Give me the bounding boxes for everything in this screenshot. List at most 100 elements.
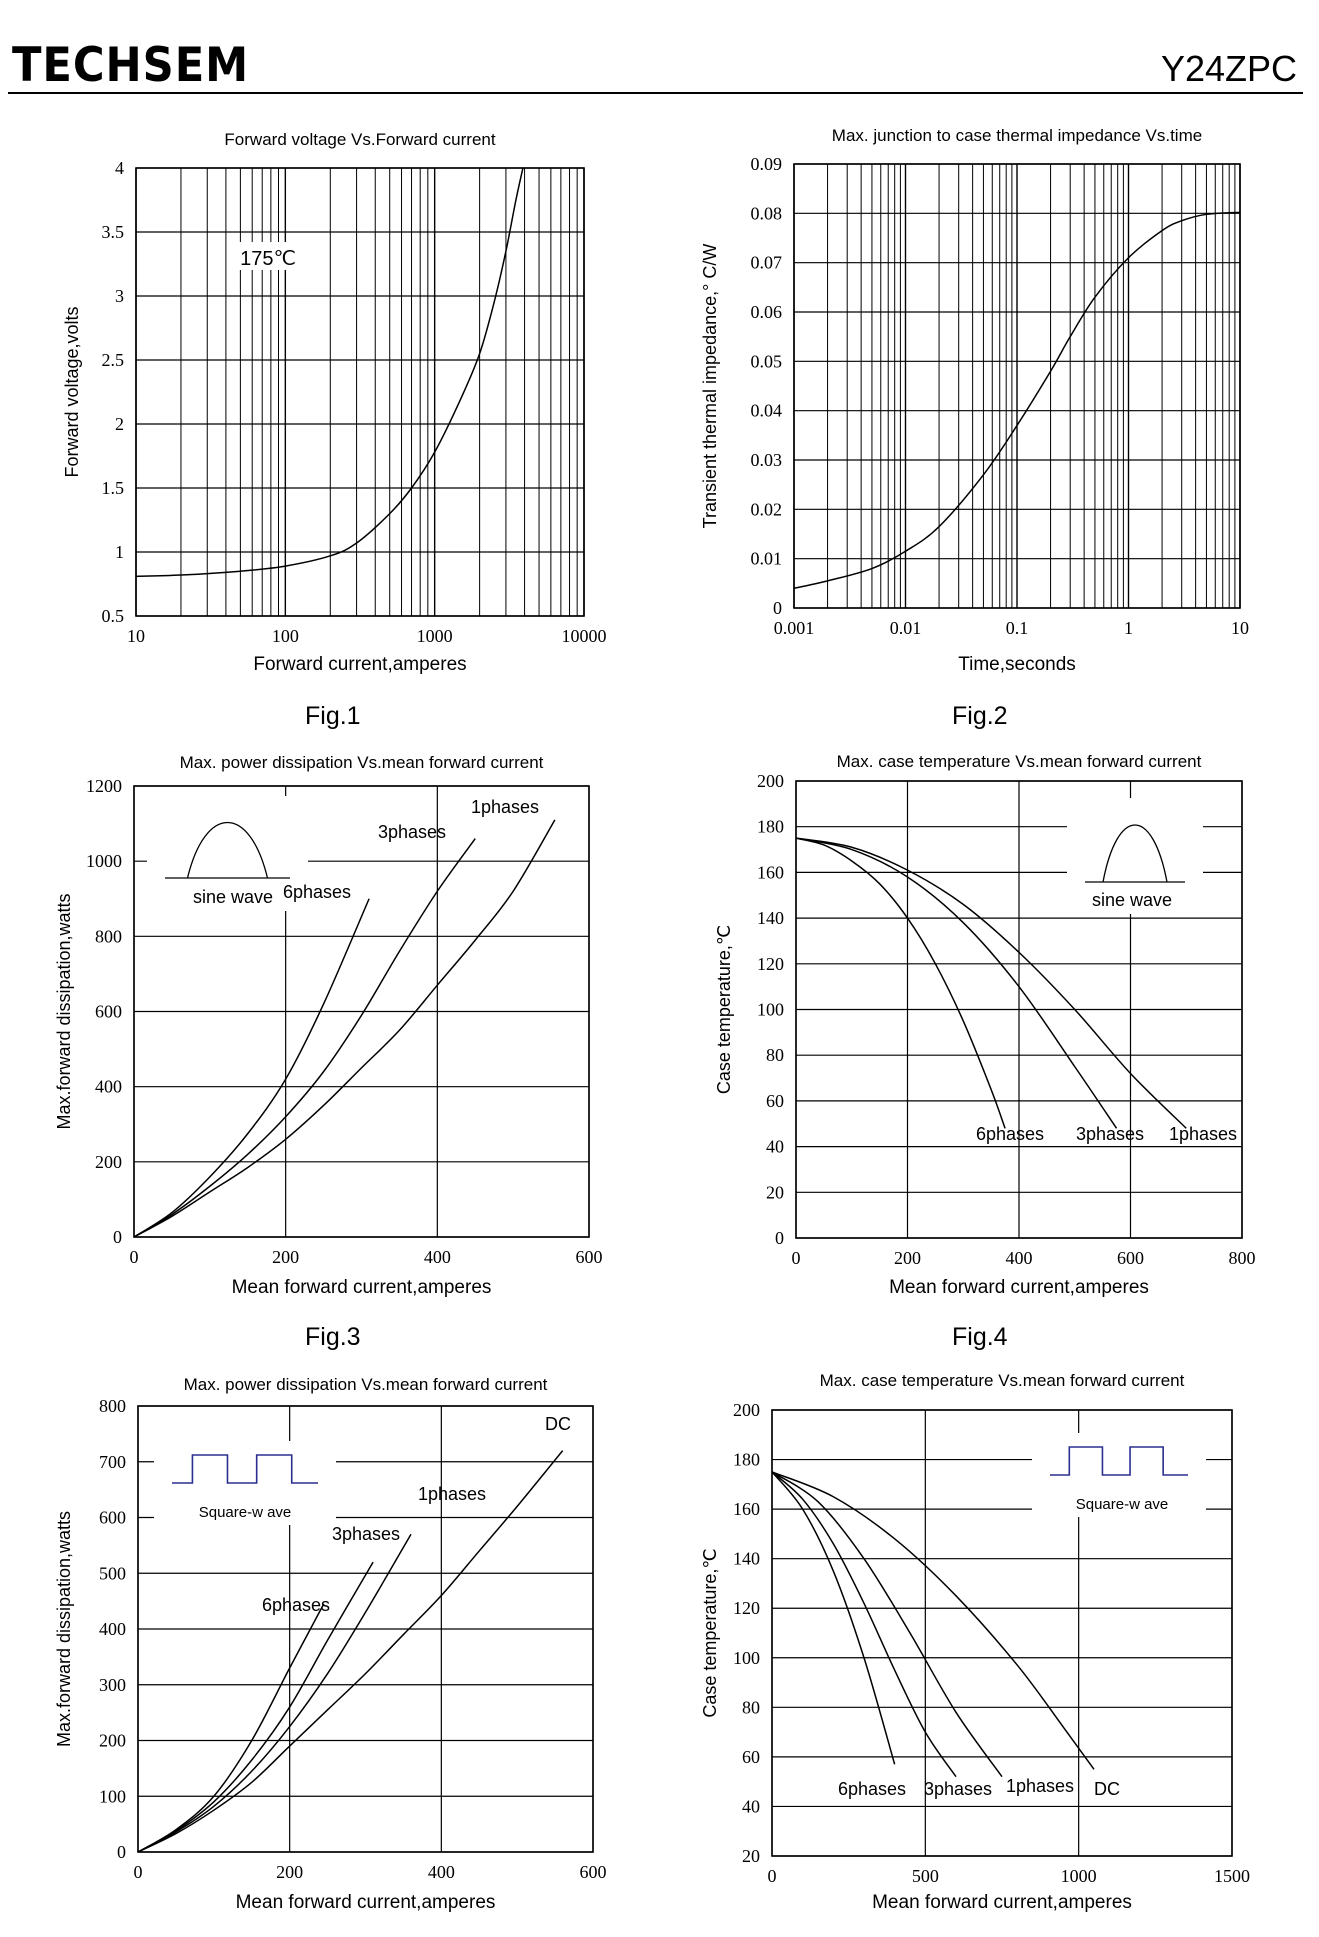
fig1-y-tick-label: 1 xyxy=(115,542,124,562)
fig2-y-tick-label: 0.01 xyxy=(751,549,783,569)
fig4-y-tick-label: 60 xyxy=(766,1091,784,1111)
fig6-y-tick-label: 40 xyxy=(742,1796,760,1816)
fig6-y-tick-label: 120 xyxy=(733,1598,760,1618)
fig3-y-tick-label: 600 xyxy=(95,1002,122,1022)
fig2-series-line-curve xyxy=(793,211,1241,589)
fig6-y-tick-label: 180 xyxy=(733,1450,760,1470)
fig5-y-tick-label: 200 xyxy=(99,1731,126,1751)
fig5-x-tick-label: 600 xyxy=(580,1862,607,1882)
fig2-plot-frame xyxy=(793,163,1241,609)
fig4-inset-label: sine wave xyxy=(1092,890,1172,910)
fig5-square-wave-icon xyxy=(172,1454,318,1484)
fig6-x-tick-label: 1500 xyxy=(1214,1866,1250,1886)
fig4-inset-background xyxy=(1067,798,1203,914)
fig4-series-label-1phases: 1phases xyxy=(1169,1124,1237,1144)
fig2-y-tick-label: 0.06 xyxy=(751,302,783,322)
fig2-y-tick-label: 0.09 xyxy=(751,154,783,174)
fig6-chart: 20 40 60 80 100 120 140 160 180 200 0 500 1000 1500 Ma… xyxy=(700,1371,1250,1913)
fig6-y-tick-label: 160 xyxy=(733,1499,760,1519)
fig4-x-axis-label: Mean forward current,amperes xyxy=(889,1277,1149,1298)
fig6-series-line-6phases xyxy=(771,1471,896,1765)
fig6-x-axis-label: Mean forward current,amperes xyxy=(872,1892,1132,1913)
fig1-y-tick-label: 0.5 xyxy=(102,606,125,626)
fig4-plot-frame xyxy=(795,780,1243,1239)
fig3-y-tick-label: 0 xyxy=(113,1227,122,1247)
fig4-x-tick-label: 200 xyxy=(894,1248,921,1268)
fig5-y-tick-label: 400 xyxy=(99,1619,126,1639)
fig5-y-tick-label: 600 xyxy=(99,1508,126,1528)
fig6-inset-label: Square-w ave xyxy=(1076,1496,1169,1513)
fig5-x-tick-label: 400 xyxy=(428,1862,455,1882)
fig1-plot-frame xyxy=(135,167,585,617)
fig3-series-label-3phases: 3phases xyxy=(378,822,446,842)
fig2-x-tick-label: 10 xyxy=(1231,618,1249,638)
fig2-x-tick-label: 0.01 xyxy=(890,618,922,638)
fig4-caption: Fig.4 xyxy=(952,1323,1008,1351)
fig2-caption: Fig.2 xyxy=(952,702,1008,730)
fig1-x-tick-label: 1000 xyxy=(417,626,453,646)
fig4-chart: 0 20 40 60 80 100 120 140 160 180 200 0 200 400 600 800… xyxy=(714,752,1256,1298)
fig6-x-tick-label: 0 xyxy=(768,1866,777,1886)
fig4-y-tick-label: 80 xyxy=(766,1045,784,1065)
fig4-y-tick-label: 140 xyxy=(757,908,784,928)
fig6-y-tick-label: 80 xyxy=(742,1697,760,1717)
fig4-y-tick-label: 160 xyxy=(757,862,784,882)
fig5-series-label-DC: DC xyxy=(545,1414,571,1434)
fig4-series-line-6phases xyxy=(795,837,1006,1129)
fig1-y-tick-label: 1.5 xyxy=(102,478,125,498)
fig4-y-tick-label: 120 xyxy=(757,954,784,974)
fig2-y-tick-label: 0.07 xyxy=(751,253,783,273)
fig6-series-line-3phases xyxy=(771,1471,957,1778)
fig3-series-line-3phases xyxy=(133,838,476,1238)
fig2-title: Max. junction to case thermal impedance … xyxy=(832,126,1202,145)
fig3-y-tick-label: 200 xyxy=(95,1152,122,1172)
fig1-x-tick-label: 100 xyxy=(272,626,299,646)
fig5-chart: 0 100 200 300 400 500 600 700 800 0 200 400 600 Max. … xyxy=(54,1375,607,1913)
fig6-series-line-DC xyxy=(771,1471,1095,1770)
fig6-y-tick-label: 100 xyxy=(733,1648,760,1668)
fig6-plot-frame xyxy=(771,1409,1233,1857)
fig4-series-label-6phases: 6phases xyxy=(976,1124,1044,1144)
fig4-series-label-3phases: 3phases xyxy=(1076,1124,1144,1144)
fig3-series-label-1phases: 1phases xyxy=(471,797,539,817)
fig5-series-line-6phases xyxy=(137,1603,325,1853)
fig3-title: Max. power dissipation Vs.mean forward c… xyxy=(180,753,544,772)
fig2-x-tick-label: 0.1 xyxy=(1006,618,1029,638)
fig2-chart: 0 0.01 0.02 0.03 0.04 0.05 0.06 0.07 0.08 0.09 0.0… xyxy=(700,126,1249,675)
model-number: Y24ZPC xyxy=(1160,48,1297,89)
fig3-y-tick-label: 400 xyxy=(95,1077,122,1097)
fig2-y-tick-label: 0.04 xyxy=(751,401,783,421)
fig3-x-axis-label: Mean forward current,amperes xyxy=(232,1277,492,1298)
fig5-waveform-inset: Square-w ave xyxy=(154,1441,336,1525)
fig3-y-tick-label: 1000 xyxy=(86,851,122,871)
fig6-x-tick-label: 500 xyxy=(912,1866,939,1886)
fig4-y-tick-label: 20 xyxy=(766,1182,784,1202)
fig4-y-tick-label: 200 xyxy=(757,771,784,791)
fig5-series-line-DC xyxy=(137,1450,564,1853)
fig4-y-axis-label: Case temperature,℃ xyxy=(714,925,734,1094)
fig5-y-tick-label: 500 xyxy=(99,1563,126,1583)
fig5-y-tick-label: 100 xyxy=(99,1786,126,1806)
fig1-chart: 0.5 1 1.5 2 2.5 3 3.5 4 10 100 1000 10000 Forward vo… xyxy=(62,130,607,675)
fig3-plot-frame xyxy=(133,785,590,1238)
fig6-series-label-1phases: 1phases xyxy=(1006,1776,1074,1796)
fig3-series-line-6phases xyxy=(133,898,370,1238)
fig2-y-tick-label: 0.02 xyxy=(751,499,783,519)
fig5-y-tick-label: 0 xyxy=(117,1842,126,1862)
fig6-y-tick-label: 140 xyxy=(733,1549,760,1569)
fig2-y-tick-label: 0 xyxy=(773,598,782,618)
fig1-title: Forward voltage Vs.Forward current xyxy=(224,130,495,149)
fig5-x-tick-label: 0 xyxy=(134,1862,143,1882)
fig5-y-tick-label: 300 xyxy=(99,1675,126,1695)
fig3-x-tick-label: 400 xyxy=(424,1247,451,1267)
fig4-y-tick-label: 0 xyxy=(775,1228,784,1248)
fig1-caption: Fig.1 xyxy=(305,702,361,730)
fig5-series-label-3phases: 3phases xyxy=(332,1524,400,1544)
fig4-sine-wave-icon xyxy=(1085,824,1185,883)
fig5-x-axis-label: Mean forward current,amperes xyxy=(236,1892,496,1913)
fig3-series-label-6phases: 6phases xyxy=(283,882,351,902)
fig3-y-tick-label: 1200 xyxy=(86,776,122,796)
fig1-x-tick-label: 10000 xyxy=(562,626,607,646)
fig6-y-tick-label: 200 xyxy=(733,1400,760,1420)
